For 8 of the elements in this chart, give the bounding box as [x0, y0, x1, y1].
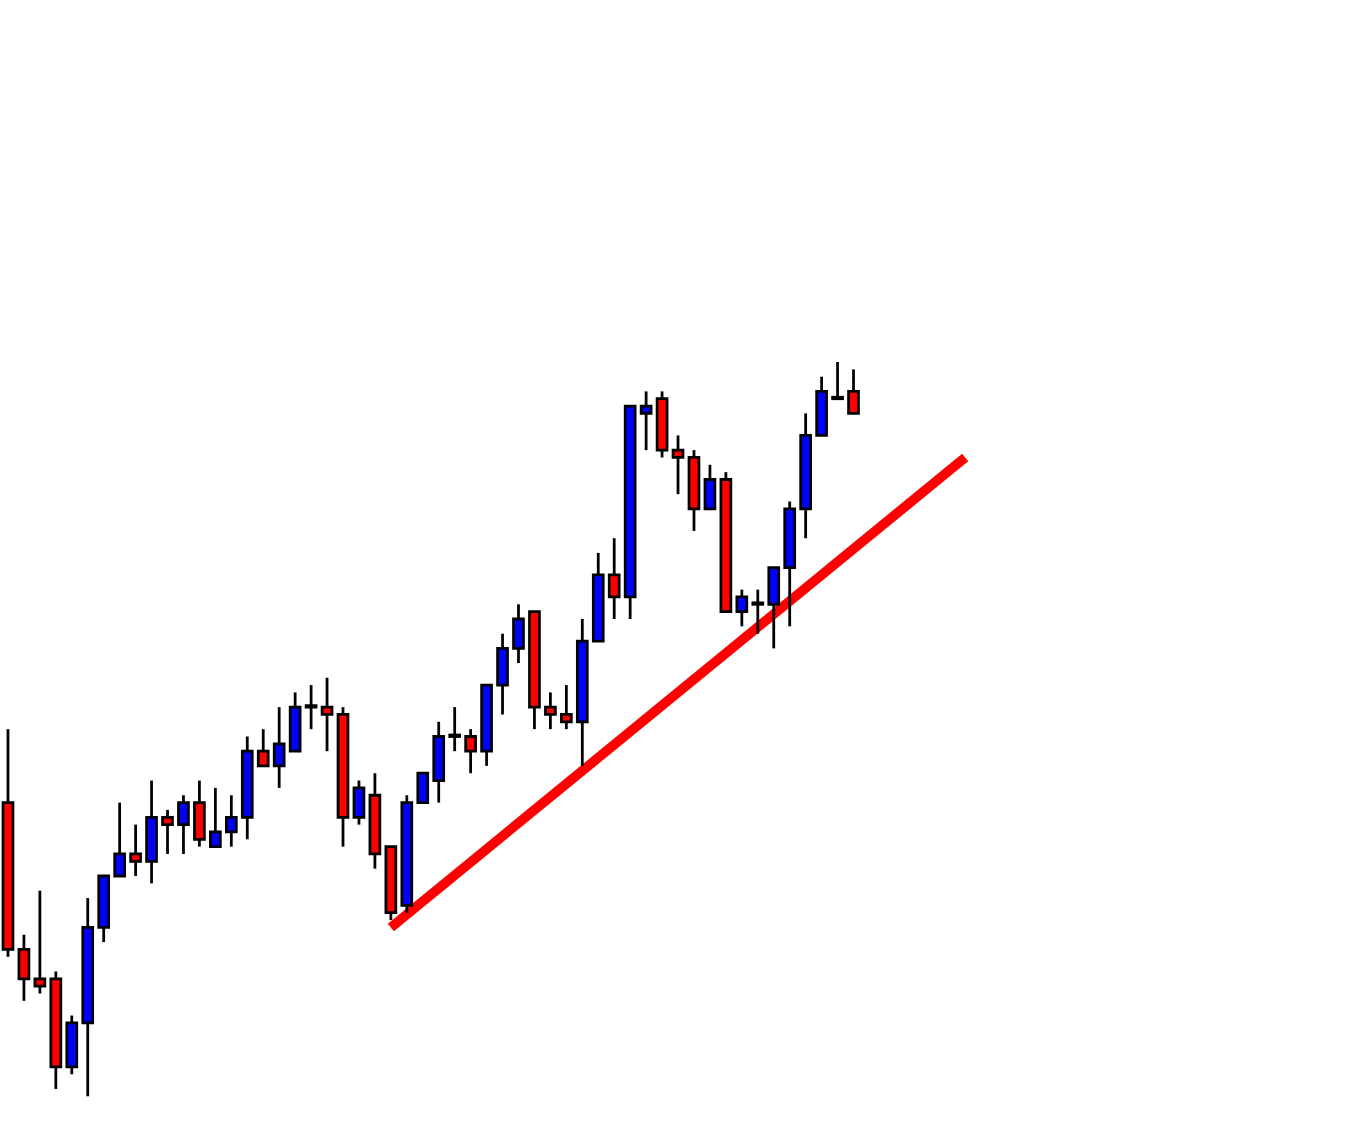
candlestick: [304, 683, 318, 731]
candlestick: [703, 463, 717, 511]
candlestick: [17, 933, 31, 1003]
candlestick: [352, 779, 366, 826]
candlestick: [320, 676, 334, 753]
candlestick: [33, 889, 47, 995]
candlestick: [639, 389, 653, 452]
candlestick: [671, 434, 685, 496]
